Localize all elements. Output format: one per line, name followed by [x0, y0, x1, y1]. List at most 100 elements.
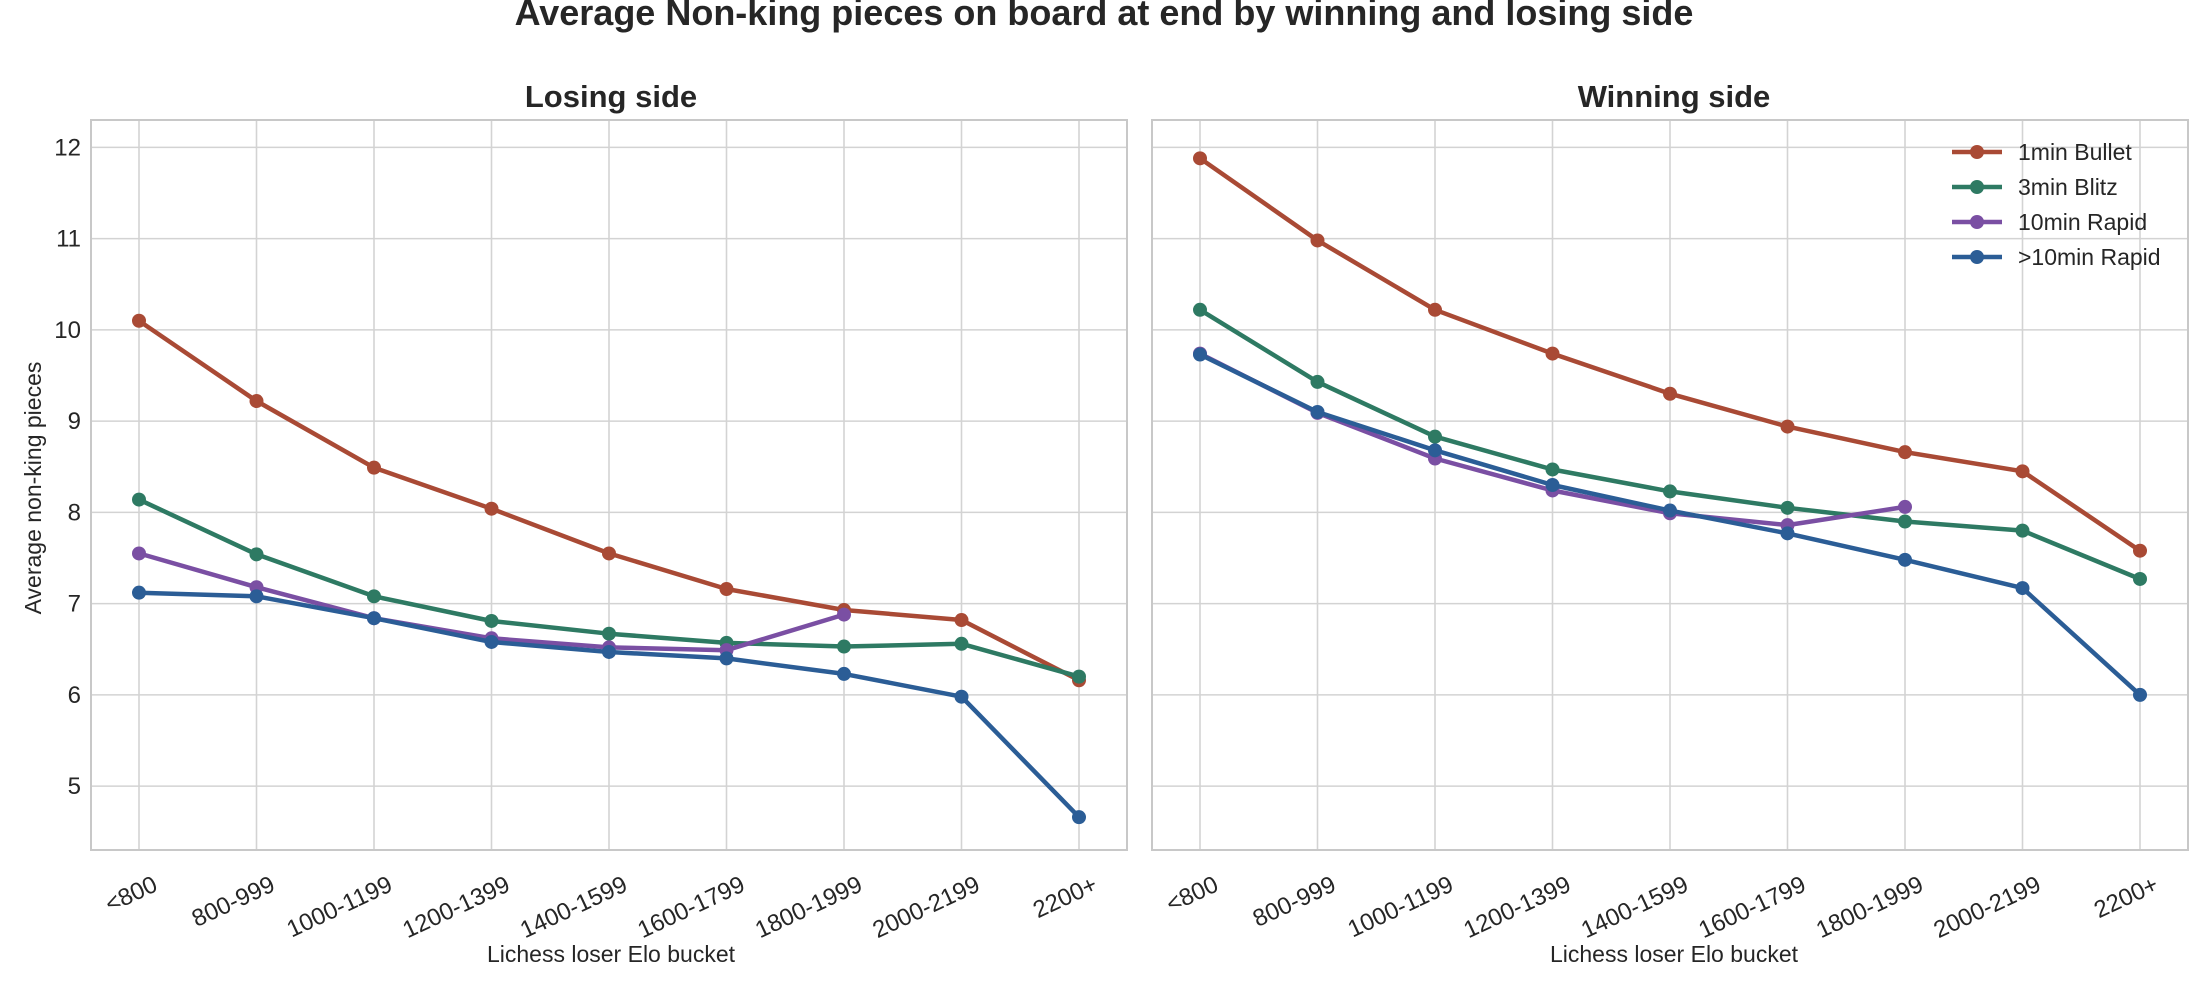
data-point-3min-blitz [484, 613, 499, 628]
data-point-3min-blitz [249, 547, 264, 562]
data-point-3min-blitz [1780, 500, 1795, 515]
x-tick-label: 1400-1599 [516, 871, 631, 944]
x-tick-label: 1000-1199 [1344, 871, 1458, 943]
panel-title-losing: Losing side [525, 79, 697, 114]
y-tick-label: 9 [68, 408, 81, 435]
legend-label: 10min Rapid [2018, 209, 2147, 235]
data-point-10min-rapid [1780, 526, 1795, 541]
series-3min-blitz [1193, 302, 2147, 586]
x-tick-label: 1200-1399 [1460, 871, 1575, 944]
panel-winning-side: <800 800-999 1000-1199 1200-1399 1400-1599 16… [1151, 119, 2189, 944]
data-point-10min-rapid [837, 666, 851, 681]
data-point-1min-bullet [1780, 419, 1795, 434]
data-point-1min-bullet [1545, 346, 1560, 361]
data-point-1min-bullet [367, 460, 381, 475]
legend-item-10min-rapid: 10min Rapid [1952, 209, 2147, 235]
data-point-1min-bullet [1193, 151, 1207, 166]
x-tick-label: 800-999 [1249, 871, 1340, 933]
data-point-3min-blitz [367, 589, 381, 604]
legend-label: >10min Rapid [2018, 244, 2161, 270]
data-point-10min-rapid [132, 546, 146, 561]
data-point-3min-blitz [954, 636, 969, 651]
series-10min-rapid [132, 585, 1086, 825]
legend-swatch-marker [1970, 215, 1984, 229]
data-point-3min-blitz [1072, 669, 1086, 684]
y-tick-label: 7 [68, 591, 81, 618]
x-tick-label: <800 [1162, 871, 1222, 918]
data-point-3min-blitz [1310, 374, 1325, 389]
data-point-1min-bullet [132, 313, 146, 328]
legend: 1min Bullet 3min Blitz 10min Rapid >10min R… [1952, 139, 2161, 270]
data-point-10min-rapid [2133, 687, 2147, 702]
data-point-10min-rapid [1072, 810, 1086, 825]
legend-label: 1min Bullet [2018, 139, 2132, 165]
data-point-1min-bullet [1898, 445, 1912, 460]
data-point-1min-bullet [249, 394, 264, 409]
plot-frame [1151, 119, 2189, 851]
legend-swatch-marker [1970, 180, 1984, 194]
panel-title-winning: Winning side [1578, 79, 1771, 114]
data-point-3min-blitz [132, 492, 146, 507]
y-tick-label: 10 [54, 317, 81, 344]
x-tick-label: <800 [101, 871, 161, 918]
data-point-10min-rapid [484, 634, 499, 649]
data-point-10min-rapid [367, 611, 381, 626]
x-tick-label: 2200+ [1029, 871, 1102, 924]
data-point-1min-bullet [602, 546, 616, 561]
legend-label: 3min Blitz [2018, 174, 2118, 200]
data-point-10min-rapid [1193, 347, 1207, 362]
data-point-3min-blitz [2133, 571, 2147, 586]
legend-item-1min-bullet: 1min Bullet [1952, 139, 2132, 165]
x-tick-label: 1800-1999 [751, 871, 866, 944]
series-1min-bullet [1193, 151, 2147, 558]
data-point-10min-rapid [2015, 581, 2030, 596]
x-tick-label: 2000-2199 [1930, 871, 2045, 944]
x-axis-label-losing: Lichess loser Elo bucket [487, 941, 736, 967]
y-tick-label: 11 [56, 226, 81, 253]
data-point-10min-rapid [1663, 503, 1677, 518]
y-tick-label: 8 [68, 499, 81, 526]
data-point-10min-rapid [837, 607, 851, 622]
chart-title: Average Non-king pieces on board at end … [515, 0, 1694, 33]
data-point-10min-rapid [1428, 443, 1442, 458]
data-point-3min-blitz [2015, 523, 2030, 538]
data-point-10min-rapid [1545, 478, 1560, 492]
data-point-10min-rapid [954, 689, 969, 704]
data-point-10min-rapid [249, 589, 264, 604]
data-point-1min-bullet [954, 613, 969, 628]
data-point-3min-blitz [1898, 514, 1912, 529]
y-tick-label: 12 [54, 134, 81, 161]
data-point-1min-bullet [1310, 233, 1325, 248]
data-point-10min-rapid [602, 644, 616, 659]
data-point-10min-rapid [1898, 499, 1912, 514]
x-tick-label: 1400-1599 [1577, 871, 1692, 944]
data-point-1min-bullet [1428, 302, 1442, 317]
legend-swatch-marker [1970, 145, 1984, 159]
y-tick-label: 5 [68, 773, 81, 800]
data-point-10min-rapid [1898, 552, 1912, 567]
x-tick-label: 1600-1799 [1695, 871, 1810, 944]
x-tick-label: 2200+ [2090, 871, 2163, 924]
data-point-3min-blitz [1663, 484, 1677, 499]
y-tick-label: 6 [68, 682, 81, 709]
plot-frame [90, 119, 1128, 851]
y-axis-label: Average non-king pieces [20, 362, 46, 615]
x-tick-label: 1800-1999 [1812, 871, 1927, 944]
x-tick-label: 1200-1399 [399, 871, 514, 944]
data-point-1min-bullet [2133, 543, 2147, 558]
data-point-10min-rapid [719, 651, 734, 666]
series-10min-rapid [1193, 347, 2147, 702]
data-point-10min-rapid [1310, 405, 1325, 419]
data-point-3min-blitz [1428, 429, 1442, 444]
data-point-3min-blitz [837, 639, 851, 654]
data-point-10min-rapid [132, 585, 146, 600]
data-point-1min-bullet [1663, 386, 1677, 401]
panel-losing-side: 5 6 7 8 9 10 11 12 <800 800-999 1000-1199 1200-1399… [54, 119, 1128, 944]
legend-item-3min-blitz: 3min Blitz [1952, 174, 2118, 200]
legend-item-10min-rapid: >10min Rapid [1952, 244, 2161, 270]
x-tick-label: 2000-2199 [869, 871, 984, 944]
legend-swatch-marker [1970, 250, 1984, 264]
data-point-3min-blitz [1193, 302, 1207, 317]
data-point-1min-bullet [484, 501, 499, 516]
